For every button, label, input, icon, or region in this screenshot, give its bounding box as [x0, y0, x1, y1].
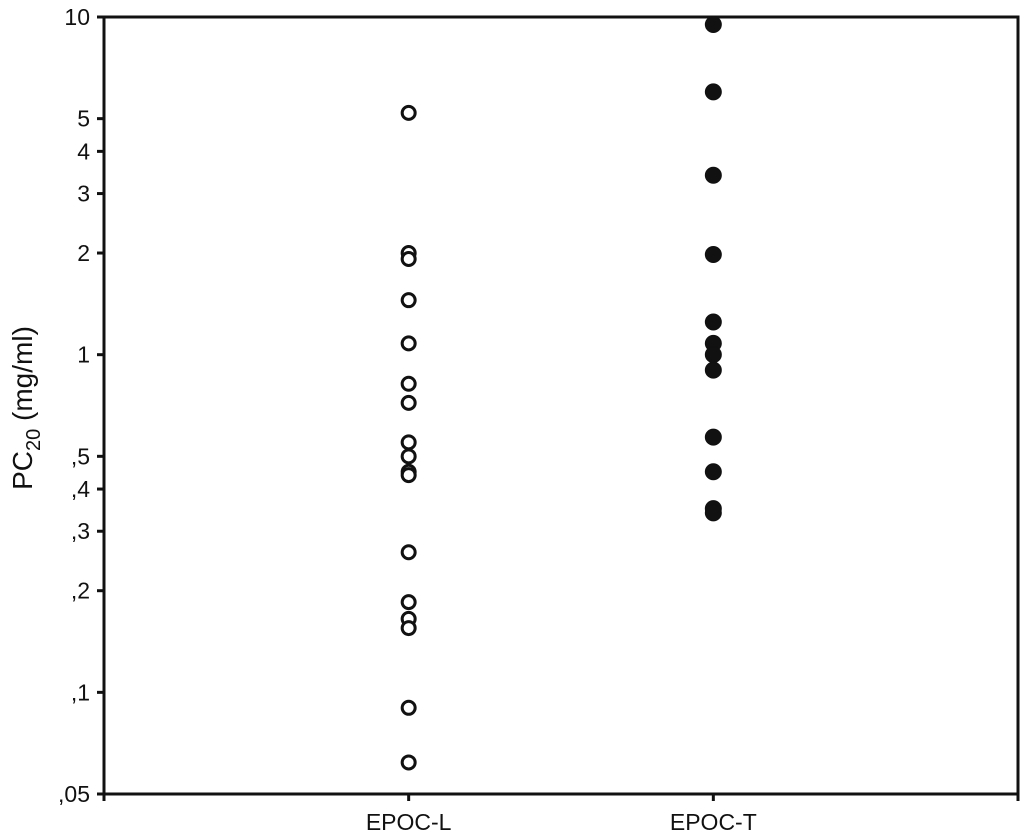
y-tick-label: 4 — [77, 138, 90, 164]
y-axis-ticks: 10 5 4 3 2 1 ,5 ,4 ,3 ,2 ,1 ,05 — [58, 4, 104, 807]
plot-frame — [102, 15, 1020, 796]
epoc-l-point — [400, 699, 417, 716]
y-tick-label: ,4 — [71, 476, 90, 502]
epoc-t-point — [704, 504, 722, 522]
epoc-l-point — [400, 594, 417, 611]
y-axis-title-subscript: 20 — [23, 429, 45, 451]
epoc-t-point — [704, 16, 722, 34]
y-tick-label: ,1 — [71, 679, 90, 705]
y-tick-label: ,5 — [71, 443, 90, 469]
epoc-t-point — [704, 83, 722, 101]
epoc-l-point — [400, 335, 417, 352]
data-points — [400, 16, 722, 771]
epoc-l-point — [400, 434, 417, 451]
epoc-l-point — [400, 467, 417, 484]
x-tick-label: EPOC-T — [670, 809, 757, 835]
y-tick-label: ,3 — [71, 518, 90, 544]
y-tick-label: ,05 — [58, 781, 90, 807]
y-tick-label: 1 — [77, 342, 90, 368]
y-axis-title-base: PC — [7, 451, 38, 490]
epoc-t-point — [704, 313, 722, 331]
y-tick-label: 3 — [77, 181, 90, 207]
epoc-t-point — [704, 245, 722, 263]
y-axis-title-unit: (mg/ml) — [7, 326, 38, 429]
epoc-l-point — [400, 375, 417, 392]
y-tick-label: 10 — [64, 4, 90, 30]
epoc-t-point — [704, 346, 722, 364]
epoc-t-point — [704, 166, 722, 184]
epoc-l-point — [400, 448, 417, 465]
epoc-l-point — [400, 394, 417, 411]
epoc-l-point — [400, 292, 417, 309]
epoc-l-point — [400, 104, 417, 121]
epoc-l-point — [400, 754, 417, 771]
epoc-t-point — [704, 361, 722, 379]
x-tick-label: EPOC-L — [366, 809, 452, 835]
y-tick-label: 5 — [77, 106, 90, 132]
y-tick-label: 2 — [77, 240, 90, 266]
x-axis-ticks: EPOC-L EPOC-T — [102, 794, 1020, 835]
epoc-l-point — [400, 544, 417, 561]
epoc-l-point — [400, 620, 417, 637]
epoc-t-point — [704, 428, 722, 446]
epoc-t-point — [704, 463, 722, 481]
epoc-l-point — [400, 251, 417, 268]
y-axis-title: PC20 (mg/ml) — [7, 326, 45, 490]
y-tick-label: ,2 — [71, 578, 90, 604]
